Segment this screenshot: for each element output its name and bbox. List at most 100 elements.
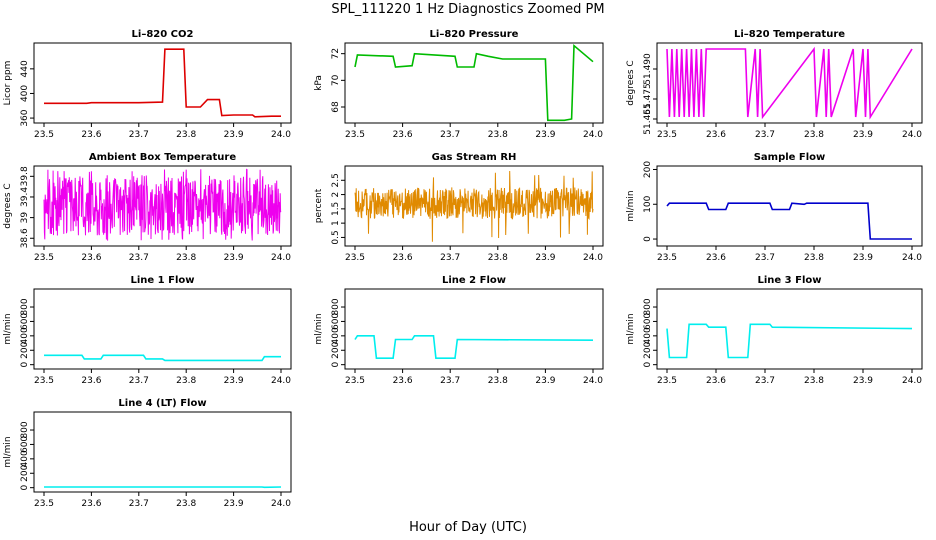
plot-frame	[656, 165, 923, 247]
y-axis-label: kPa	[314, 75, 324, 91]
series-line	[354, 44, 594, 122]
figure-title: SPL_111220 1 Hz Diagnostics Zoomed PM	[331, 2, 604, 17]
x-tick-label: 23.6	[393, 253, 413, 263]
y-tick-label: 39.4	[20, 187, 30, 207]
x-tick-label: 23.8	[176, 253, 196, 263]
series-line	[43, 168, 282, 241]
x-tick-label: 23.6	[81, 499, 101, 509]
panel-title: Gas Stream RH	[432, 152, 517, 163]
y-axis-label: ml/min	[626, 313, 636, 344]
y-tick-label: 2	[331, 192, 341, 198]
x-tick-label: 23.5	[34, 130, 54, 140]
y-tick-label: 800	[20, 421, 30, 438]
panel-p9: Line 4 (LT) Flow 23.5 23.6 23.7 23.8 23.9 24.0…	[3, 398, 292, 509]
y-axis-label: Licor ppm	[3, 61, 13, 106]
y-axis-label: degrees C	[626, 60, 636, 105]
x-tick-label: 23.6	[81, 130, 101, 140]
panel-p7: Line 2 Flow 23.5 23.6 23.7 23.8 23.9 24.0 0 2004…	[314, 275, 604, 386]
y-tick-label: 2.5	[331, 173, 341, 187]
y-tick-label: 400	[331, 327, 341, 344]
x-tick-label: 23.9	[535, 253, 555, 263]
y-tick-label: 800	[643, 298, 653, 315]
x-tick-label: 23.7	[129, 376, 149, 386]
y-tick-label: 400	[20, 450, 30, 467]
panel-p6: Line 1 Flow 23.5 23.6 23.7 23.8 23.9 24.0 0 2004…	[3, 275, 292, 386]
x-tick-label: 23.7	[440, 130, 460, 140]
y-tick-label: 200	[331, 341, 341, 358]
y-tick-label: 0	[20, 362, 30, 368]
y-tick-label: 200	[643, 161, 653, 178]
series-line	[44, 48, 281, 118]
y-tick-label: 0.5	[331, 230, 341, 244]
plot-frame	[33, 411, 292, 493]
y-tick-label: 39	[20, 212, 30, 224]
x-tick-label: 23.9	[224, 130, 244, 140]
x-tick-label: 23.5	[345, 253, 365, 263]
x-tick-label: 23.5	[345, 376, 365, 386]
x-tick-label: 23.7	[440, 376, 460, 386]
y-tick-label: 38.6	[20, 228, 30, 248]
y-axis-label: ml/min	[314, 313, 324, 344]
x-tick-label: 23.6	[81, 376, 101, 386]
y-tick-label: 600	[331, 313, 341, 330]
y-tick-label: 400	[20, 85, 30, 102]
x-tick-label: 23.7	[755, 253, 775, 263]
y-axis-label: percent	[314, 188, 324, 223]
x-tick-label: 23.7	[755, 130, 775, 140]
x-tick-label: 23.7	[129, 253, 149, 263]
x-tick-label: 23.8	[488, 253, 508, 263]
x-tick-label: 23.8	[176, 130, 196, 140]
y-tick-label: 440	[20, 60, 30, 77]
x-tick-label: 23.9	[853, 130, 873, 140]
x-tick-label: 24.0	[583, 253, 603, 263]
panel-title: Li–820 CO2	[132, 29, 194, 40]
y-tick-label: 100	[643, 195, 653, 212]
y-tick-label: 400	[20, 327, 30, 344]
x-tick-label: 23.8	[176, 376, 196, 386]
x-tick-label: 23.6	[706, 376, 726, 386]
y-axis-label: ml/min	[3, 313, 13, 344]
y-tick-label: 200	[20, 464, 30, 481]
y-tick-label: 72	[331, 48, 341, 59]
x-tick-label: 24.0	[902, 376, 922, 386]
x-tick-label: 23.8	[488, 130, 508, 140]
y-tick-label: 70	[331, 74, 341, 86]
x-tick-label: 24.0	[271, 376, 291, 386]
x-tick-label: 23.7	[755, 376, 775, 386]
series-line	[354, 170, 594, 242]
y-tick-label: 68	[331, 101, 341, 113]
series-line	[666, 202, 912, 240]
series-line	[666, 46, 913, 120]
y-tick-label: 51.465	[643, 103, 653, 135]
series-line	[354, 334, 594, 360]
y-tick-label: 800	[20, 298, 30, 315]
y-tick-label: 200	[643, 341, 653, 358]
x-tick-label: 23.7	[129, 130, 149, 140]
plot-frame	[656, 42, 923, 124]
x-tick-label: 23.5	[34, 253, 54, 263]
y-tick-label: 1	[331, 220, 341, 226]
y-axis-label: degrees C	[3, 183, 13, 228]
x-tick-label: 23.5	[657, 130, 677, 140]
x-tick-label: 23.5	[345, 130, 365, 140]
panel-p0: Li–820 CO2 23.5 23.6 23.7 23.8 23.9 24.0 360 400…	[3, 29, 292, 140]
x-tick-label: 24.0	[583, 130, 603, 140]
x-tick-label: 24.0	[583, 376, 603, 386]
plot-frame	[344, 165, 604, 247]
y-tick-label: 39.8	[20, 166, 30, 186]
x-tick-label: 23.7	[440, 253, 460, 263]
panel-p1: Li–820 Pressure 23.5 23.6 23.7 23.8 23.9 24.0 6…	[314, 29, 604, 140]
x-tick-label: 24.0	[902, 130, 922, 140]
plot-frame	[33, 288, 292, 370]
panel-p3: Ambient Box Temperature 23.5 23.6 23.7 23.8 2…	[3, 152, 292, 263]
x-tick-label: 23.5	[34, 499, 54, 509]
plot-frame	[656, 288, 923, 370]
y-axis-label: ml/min	[626, 190, 636, 221]
x-tick-label: 23.9	[224, 499, 244, 509]
panel-title: Li–820 Pressure	[430, 29, 519, 40]
panel-title: Line 4 (LT) Flow	[118, 398, 206, 409]
y-tick-label: 600	[643, 313, 653, 330]
y-axis-label: ml/min	[3, 436, 13, 467]
y-tick-label: 600	[20, 313, 30, 330]
